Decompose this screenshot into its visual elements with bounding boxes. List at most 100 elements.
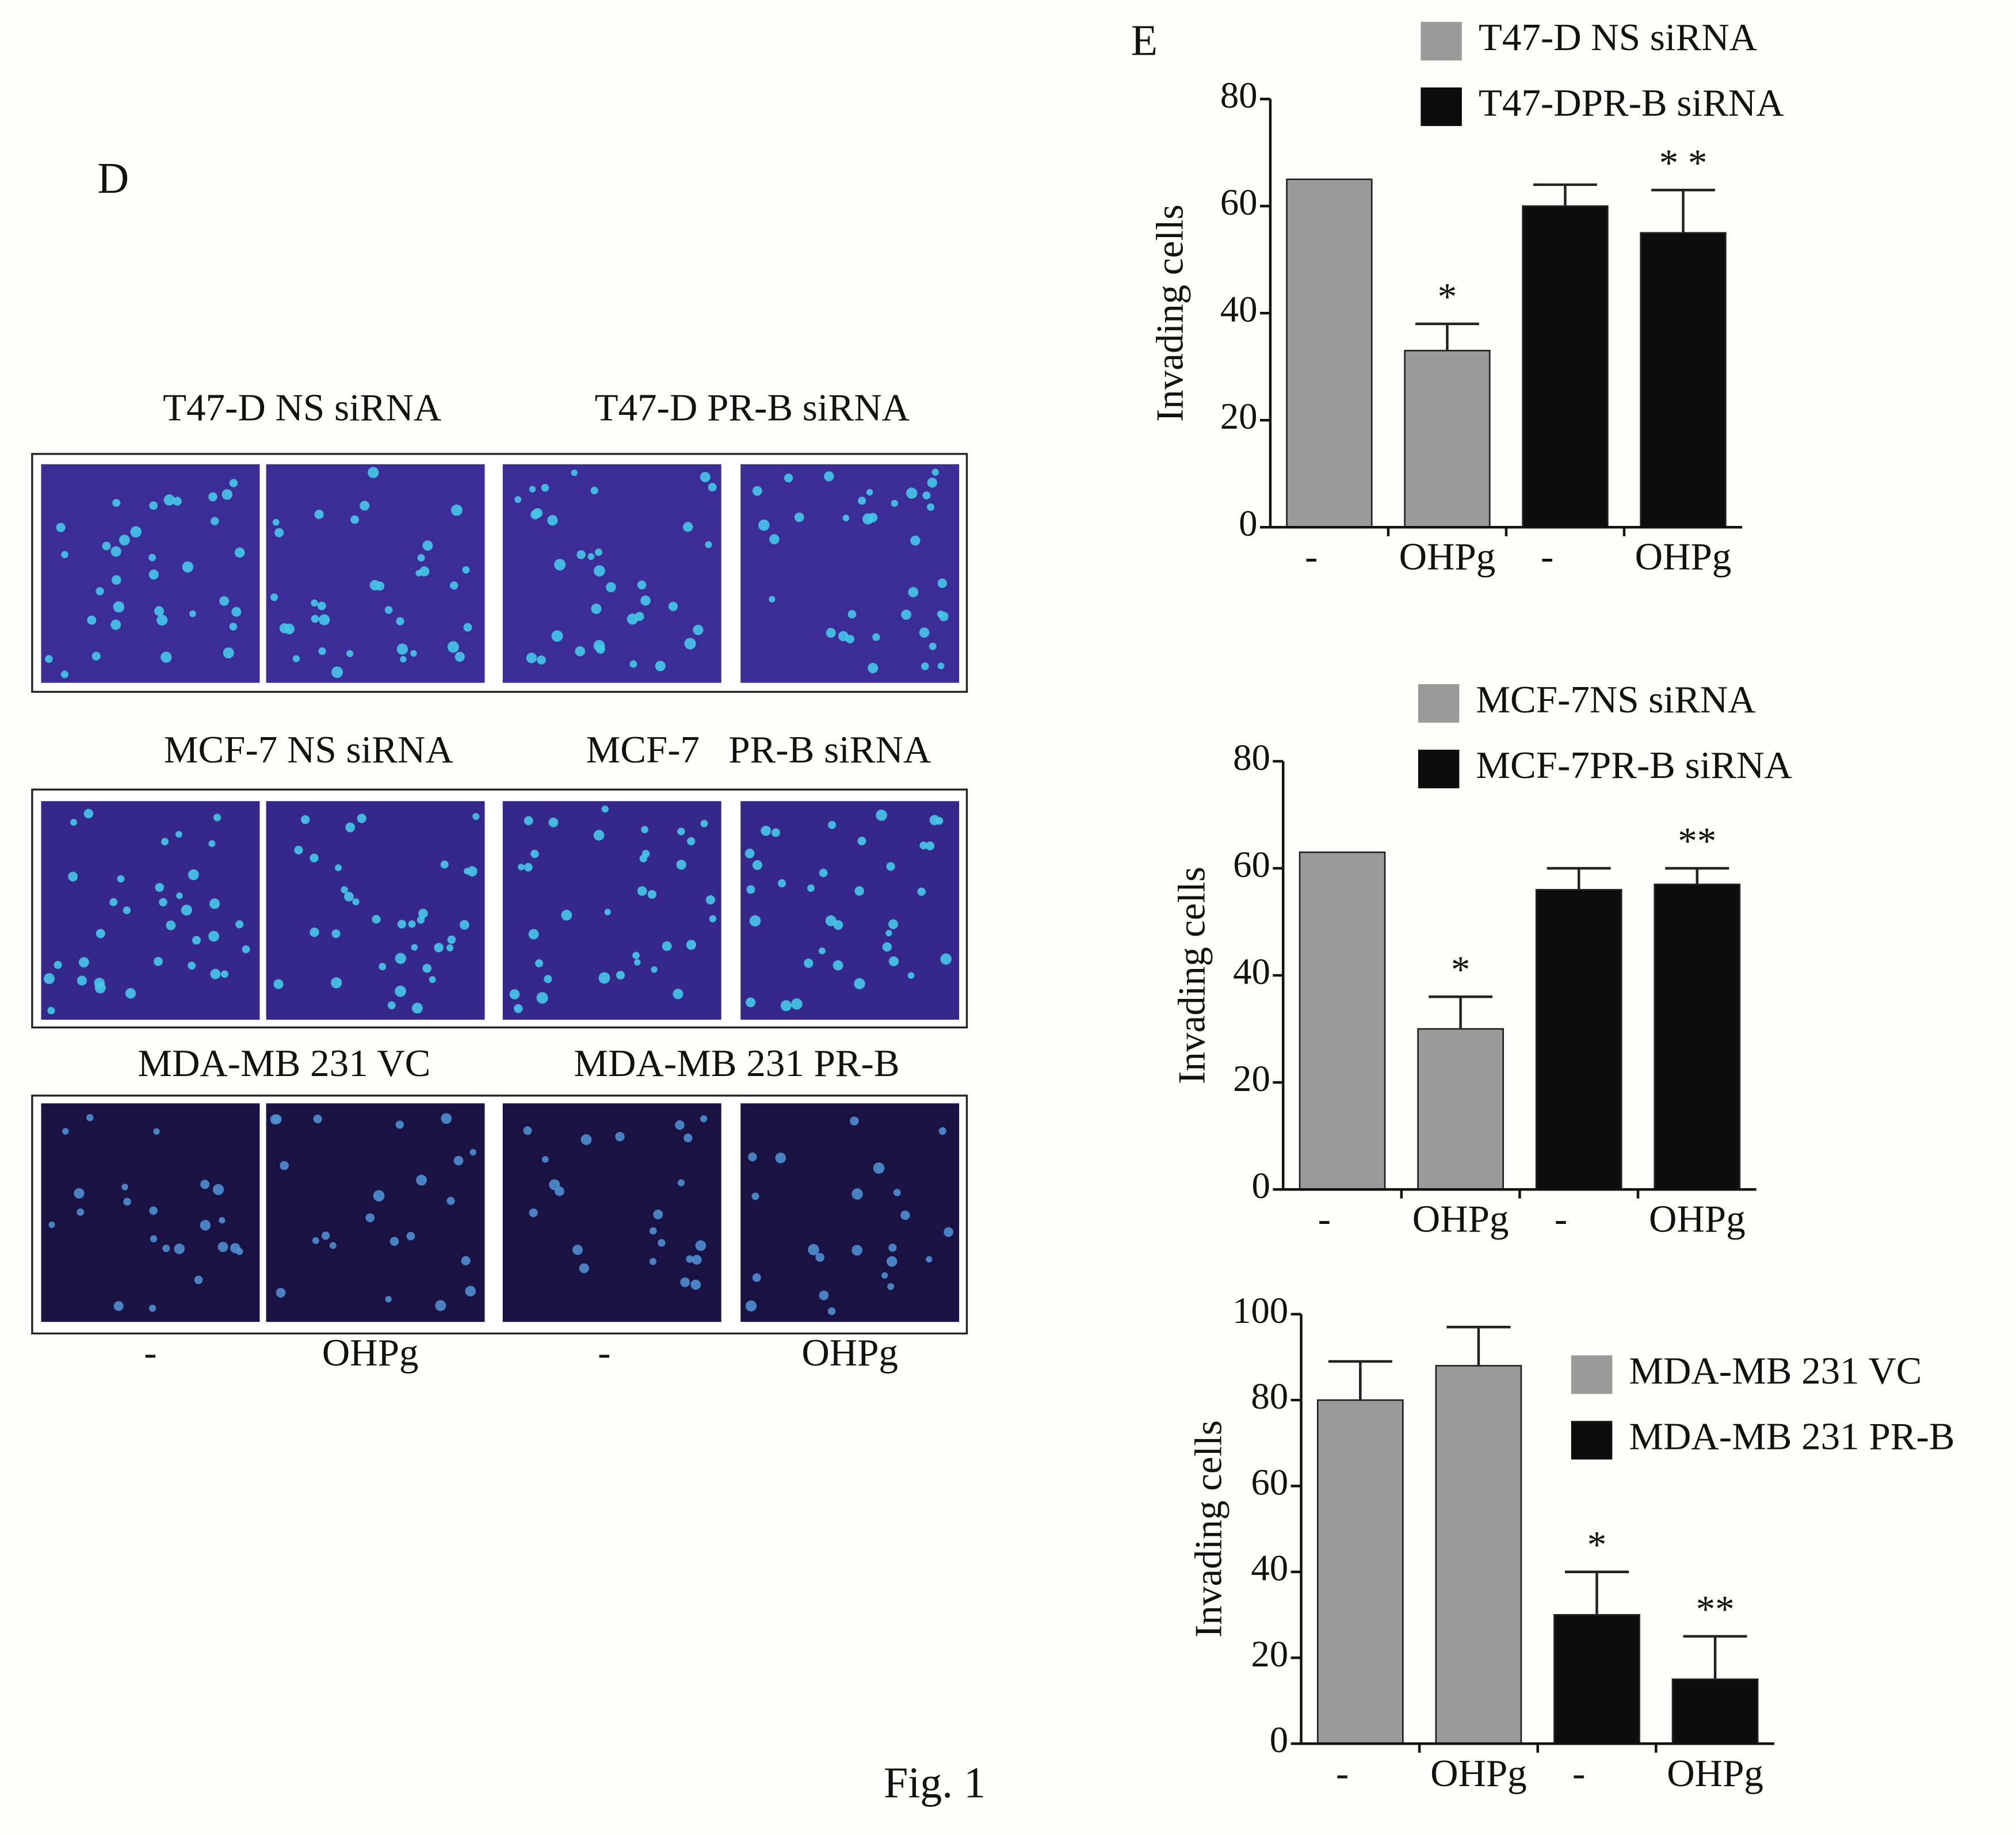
cell	[842, 514, 850, 522]
cell	[824, 471, 834, 482]
cell	[868, 662, 879, 674]
cell	[772, 828, 780, 837]
x-tick-label: OHPg	[1399, 535, 1496, 578]
cell	[752, 1273, 761, 1282]
significance-mark: *	[1438, 275, 1457, 318]
cell	[154, 606, 165, 616]
y-tick-label: 0	[1270, 1719, 1288, 1761]
cell	[653, 1210, 663, 1220]
cell	[695, 1240, 707, 1251]
cell	[344, 891, 354, 902]
cell	[411, 1002, 423, 1014]
cell	[873, 1162, 885, 1174]
cell	[410, 650, 417, 657]
bar	[1654, 883, 1741, 1191]
treatment-label: -	[598, 1331, 610, 1374]
image-group-label: T47-D PR-B siRNA	[595, 386, 910, 429]
cell	[931, 468, 939, 476]
cell	[572, 1245, 583, 1256]
y-tick-label: 60	[1233, 844, 1270, 886]
bar	[1316, 1399, 1404, 1745]
cell	[632, 952, 640, 959]
cell	[635, 612, 644, 621]
cell	[411, 944, 418, 951]
legend-label: T47-D NS siRNA	[1479, 16, 1757, 59]
cell	[857, 837, 866, 846]
cell	[166, 920, 176, 930]
cell	[331, 666, 343, 678]
cell	[819, 1290, 829, 1300]
cell	[345, 822, 356, 833]
cell	[639, 854, 647, 863]
cell	[350, 515, 360, 524]
cell	[112, 499, 121, 507]
cell	[365, 1213, 375, 1223]
cell	[693, 624, 704, 635]
cell	[581, 1134, 592, 1145]
cell	[434, 943, 444, 953]
cell	[417, 554, 425, 562]
cell	[868, 513, 878, 522]
cell	[453, 1155, 464, 1166]
cell	[110, 546, 121, 557]
cell	[547, 515, 558, 526]
cell	[272, 1114, 282, 1124]
cell	[395, 1120, 404, 1129]
cell	[200, 1220, 211, 1231]
cell	[188, 962, 196, 970]
cell	[554, 559, 566, 571]
error-bar	[1429, 995, 1493, 1029]
cell	[615, 1132, 625, 1142]
cell	[647, 890, 656, 899]
cell	[234, 547, 245, 558]
legend-label: MDA-MB 231 VC	[1629, 1349, 1922, 1392]
error-bar	[1547, 867, 1611, 890]
cell	[684, 638, 696, 650]
cell	[400, 656, 407, 663]
cell	[852, 1188, 863, 1200]
cell	[705, 541, 712, 548]
cell	[530, 849, 539, 859]
cell	[235, 920, 244, 929]
cell	[686, 1255, 694, 1263]
error-bar	[1651, 189, 1715, 233]
x-tick-label: OHPg	[1412, 1197, 1509, 1241]
error-bar	[1415, 322, 1479, 351]
cell	[637, 580, 647, 590]
error-bar	[1665, 867, 1729, 884]
cell	[130, 526, 142, 538]
cell	[463, 623, 472, 632]
legend-label: MCF-7PR-B siRNA	[1476, 743, 1792, 787]
cell	[749, 915, 761, 927]
cell	[368, 467, 379, 478]
cell	[751, 1192, 759, 1200]
cell	[935, 817, 944, 825]
cell	[121, 1184, 128, 1191]
cell	[752, 486, 762, 496]
cell	[752, 860, 762, 870]
cell	[700, 819, 708, 827]
cell	[906, 487, 918, 499]
cell	[548, 817, 559, 827]
cell	[469, 1149, 476, 1156]
cell	[872, 633, 880, 641]
cell	[70, 819, 77, 826]
cell	[777, 879, 786, 888]
cell	[523, 1126, 532, 1135]
cell	[387, 1001, 396, 1010]
cell	[310, 928, 319, 937]
cell	[292, 655, 300, 662]
cell	[341, 886, 348, 894]
cell	[331, 929, 341, 939]
treatment-label: -	[144, 1331, 156, 1374]
cell	[329, 1242, 337, 1249]
cell	[208, 840, 216, 847]
cell	[891, 499, 898, 507]
cell	[591, 604, 602, 615]
cell	[223, 647, 234, 659]
cell	[575, 646, 585, 657]
cell	[514, 496, 522, 503]
cell	[794, 512, 804, 522]
cell	[847, 610, 857, 619]
cell	[395, 985, 406, 997]
